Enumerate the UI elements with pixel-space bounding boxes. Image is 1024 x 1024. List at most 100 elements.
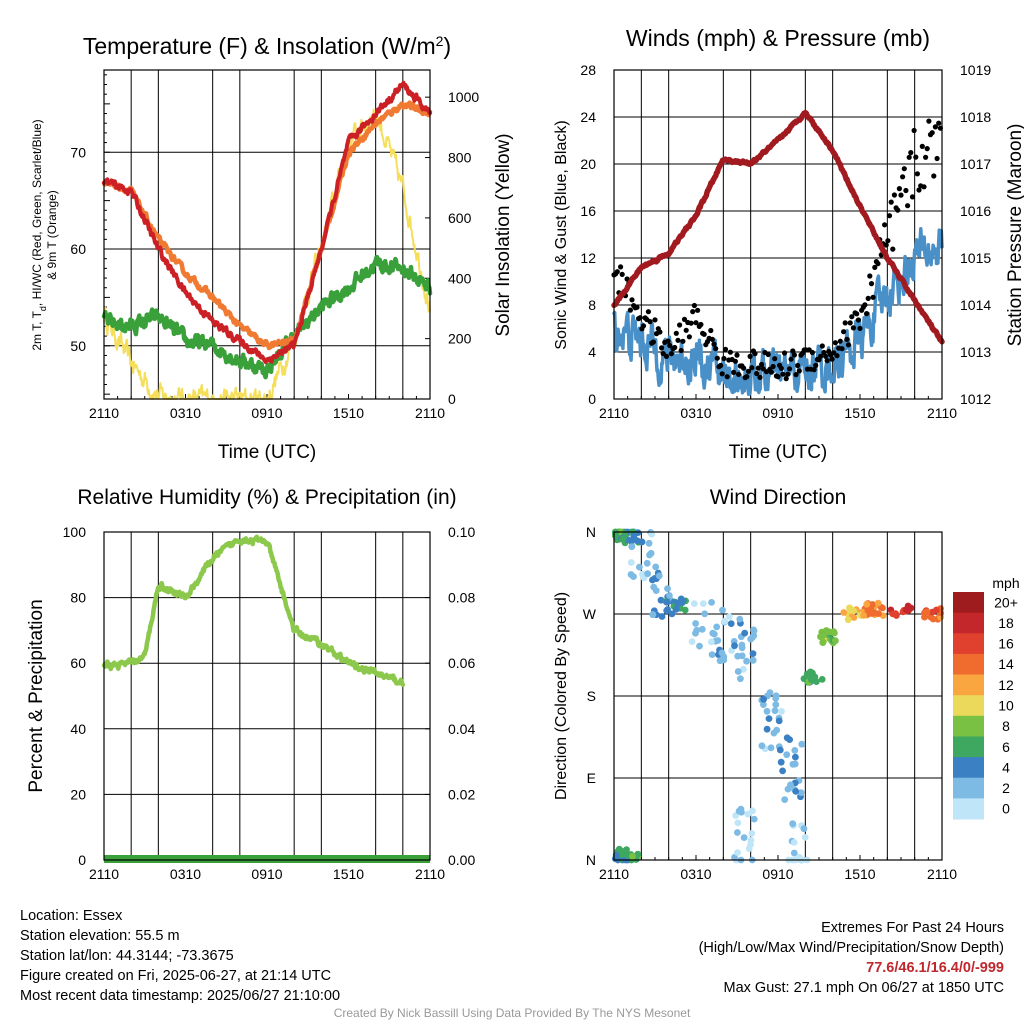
gust-point [619, 271, 625, 277]
direction-point [657, 596, 665, 604]
gust-point [722, 346, 729, 352]
direction-point [790, 849, 798, 857]
y2-tick-label: 0.00 [448, 852, 475, 868]
gust-point [665, 338, 671, 344]
gust-point [691, 302, 698, 309]
direction-point [736, 615, 744, 623]
direction-point [663, 598, 671, 606]
colorbar-label: 18 [998, 615, 1014, 631]
y-tick-label: 4 [588, 344, 596, 360]
direction-point [786, 736, 793, 743]
gust-point [793, 372, 799, 378]
x-tick-label: 2110 [927, 405, 957, 421]
y-tick-label: 50 [70, 338, 86, 354]
station-pressure-line [611, 109, 945, 345]
gust-point [675, 337, 681, 343]
direction-point [627, 559, 635, 566]
y2-tick-label: 0.06 [448, 655, 475, 671]
gust-point [809, 349, 816, 356]
x-tick-label: 0310 [680, 866, 711, 882]
gust-point [657, 329, 663, 335]
gust-point [842, 320, 848, 326]
x-tick-label: 2110 [89, 405, 119, 421]
x-tick-label: 0310 [170, 866, 201, 882]
colorbar-label: 2 [1002, 780, 1010, 796]
direction-point [735, 807, 743, 815]
plot-background [104, 532, 430, 860]
gust-point [796, 368, 802, 374]
gust-point [790, 348, 796, 354]
direction-point [772, 701, 780, 708]
humidity-panel: Relative Humidity (%) & Precipitation (i… [26, 486, 475, 882]
y2-axis-label: Solar Insolation (Yellow) [493, 133, 514, 336]
direction-point [713, 623, 721, 631]
direction-point [652, 587, 660, 594]
gust-point [865, 295, 871, 301]
gust-point [818, 353, 824, 359]
y-tick-label: 0 [588, 391, 596, 407]
y-axis-label: 2m T, Td, HI/WC (Red, Green, Scarlet/Blu… [30, 119, 59, 350]
gust-point [752, 351, 758, 357]
direction-point [734, 652, 742, 660]
gust-point [757, 374, 763, 380]
gust-point [629, 297, 635, 303]
gust-point [785, 371, 791, 377]
dewpoint-line [101, 254, 433, 380]
extremes-info: Extremes For Past 24 Hours (High/Low/Max… [699, 918, 1004, 998]
direction-point [750, 815, 758, 823]
direction-point [681, 606, 689, 614]
gust-point [864, 311, 870, 317]
gust-point [724, 374, 730, 380]
x-axis-label: Time (UTC) [729, 442, 828, 463]
gust-point [837, 338, 843, 344]
y2-tick-label: 800 [448, 150, 472, 166]
x-tick-label: 1510 [333, 866, 364, 882]
gust-point [862, 302, 868, 308]
gust-point [695, 307, 701, 313]
y-tick-label: 20 [580, 156, 596, 172]
colorbar-swatch [953, 592, 984, 614]
y-tick-label: 20 [70, 786, 86, 802]
gust-point [637, 315, 643, 321]
direction-point [776, 746, 784, 754]
direction-point [791, 760, 799, 768]
direction-point [874, 599, 882, 607]
direction-point [627, 537, 635, 545]
direction-point [870, 609, 878, 617]
colorbar-unit-label: mph [992, 575, 1019, 591]
x-tick-label: 2110 [927, 866, 957, 882]
max-gust-text: Max Gust: 27.1 mph On 06/27 at 1850 UTC [723, 980, 1004, 996]
gust-point [713, 346, 719, 352]
gust-point [754, 370, 760, 377]
gust-point [778, 365, 784, 371]
gust-point [886, 213, 893, 219]
direction-point [674, 600, 682, 608]
gust-point [868, 281, 875, 287]
gust-point [678, 347, 684, 354]
direction-point [630, 532, 638, 540]
gust-point [834, 353, 840, 359]
direction-point [740, 834, 748, 841]
x-tick-label: 0310 [680, 405, 711, 421]
gust-point [791, 352, 798, 358]
extremes-description: (High/Low/Max Wind/Precipitation/Snow De… [698, 940, 1004, 956]
direction-point [623, 846, 630, 854]
gust-point [698, 321, 704, 328]
gust-point [749, 365, 755, 371]
colorbar-swatch [953, 757, 984, 779]
direction-point [643, 559, 651, 567]
colorbar-label: 20+ [994, 594, 1018, 610]
elevation-text: Station elevation: 55.5 m [20, 928, 180, 944]
direction-point [791, 747, 799, 754]
colorbar-label: 0 [1002, 801, 1010, 817]
gust-point [741, 365, 747, 371]
gust-point [709, 336, 716, 342]
direction-point [790, 839, 798, 846]
direction-point [731, 642, 738, 650]
direction-point [727, 620, 735, 627]
direction-point [734, 829, 741, 836]
y2-tick-label: 0 [448, 391, 456, 407]
gust-point [849, 314, 855, 320]
direction-point [655, 572, 663, 580]
direction-point [658, 613, 666, 620]
